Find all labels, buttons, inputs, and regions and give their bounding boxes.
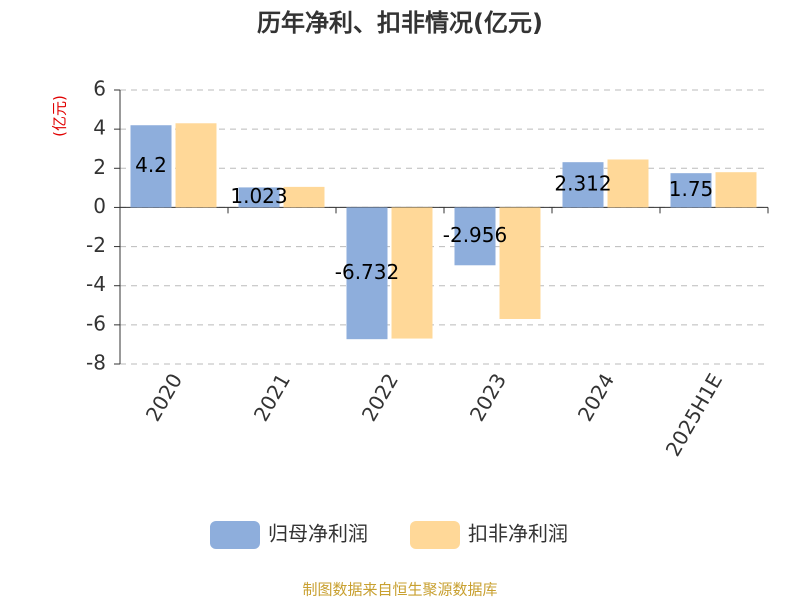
data-label: -2.956 bbox=[443, 223, 507, 247]
x-tick-label: 2022 bbox=[357, 369, 403, 425]
bar bbox=[130, 125, 172, 208]
y-tick-label: -8 bbox=[86, 351, 106, 375]
data-label: 4.2 bbox=[135, 153, 167, 177]
data-label: 1.023 bbox=[230, 184, 287, 208]
bar bbox=[283, 186, 325, 208]
bar bbox=[562, 162, 604, 208]
data-label: 2.312 bbox=[554, 171, 611, 195]
chart-title: 历年净利、扣非情况(亿元) bbox=[257, 9, 543, 37]
x-tick-label: 2025H1E bbox=[661, 369, 727, 460]
y-tick-label: -6 bbox=[86, 311, 106, 335]
bar bbox=[175, 123, 217, 208]
y-tick-label: 2 bbox=[93, 155, 106, 179]
y-tick-label: 0 bbox=[93, 194, 106, 218]
y-axis-label: (亿元) bbox=[51, 95, 69, 137]
data-label: 1.75 bbox=[669, 177, 714, 201]
legend-label: 归母净利润 bbox=[268, 522, 368, 546]
bar bbox=[499, 207, 541, 319]
x-tick-label: 2020 bbox=[141, 369, 187, 425]
bar bbox=[715, 172, 757, 208]
x-tick-label: 2023 bbox=[465, 369, 511, 425]
y-tick-label: -2 bbox=[86, 233, 106, 257]
x-tick-label: 2021 bbox=[249, 369, 295, 425]
bar bbox=[670, 173, 712, 208]
bar bbox=[454, 207, 496, 266]
bar bbox=[238, 187, 280, 208]
source-note: 制图数据来自恒生聚源数据库 bbox=[302, 581, 497, 599]
legend-label: 扣非净利润 bbox=[468, 522, 568, 546]
bar bbox=[607, 159, 649, 208]
bar bbox=[391, 207, 433, 339]
y-tick-label: -4 bbox=[86, 272, 106, 296]
data-label: -6.732 bbox=[335, 260, 399, 284]
legend-item: 扣非净利润 bbox=[410, 521, 568, 549]
legend-swatch bbox=[210, 521, 260, 549]
legend-item: 归母净利润 bbox=[210, 521, 368, 549]
y-tick-label: 6 bbox=[93, 77, 106, 101]
bar bbox=[346, 207, 388, 340]
y-tick-label: 4 bbox=[93, 116, 106, 140]
x-tick-label: 2024 bbox=[573, 369, 619, 425]
legend-swatch bbox=[410, 521, 460, 549]
